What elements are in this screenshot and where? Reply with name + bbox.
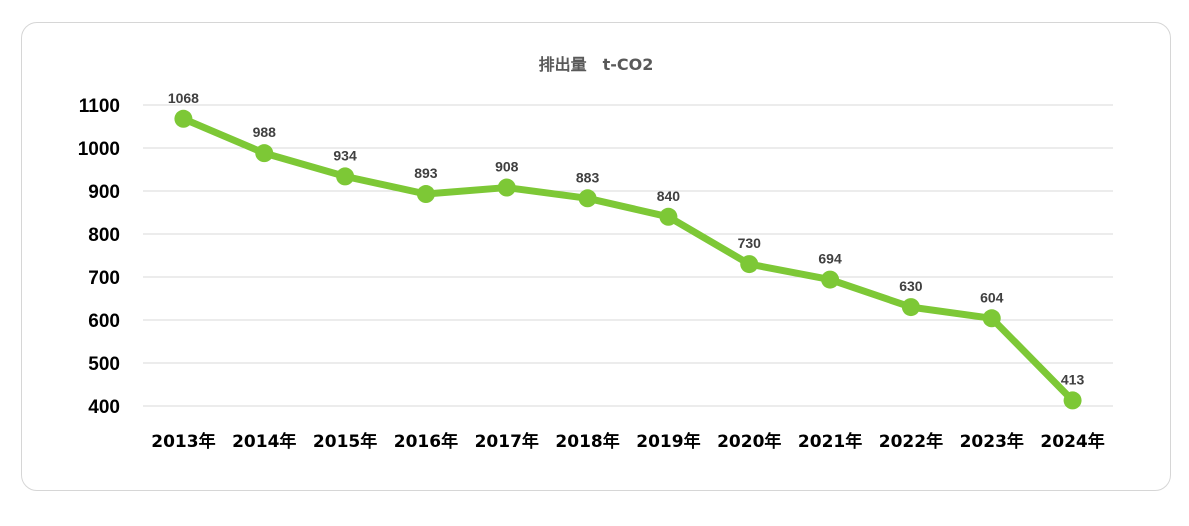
y-tick-label: 400 [88,397,120,418]
x-tick-label: 2024年 [1040,431,1104,452]
data-point [336,167,355,186]
y-tick-label: 900 [88,182,120,203]
data-label: 1068 [168,90,199,106]
data-point [821,270,840,289]
y-tick-label: 800 [88,225,120,246]
data-point [174,109,193,128]
data-point [659,207,678,226]
chart-title: 排出量 t-CO2 [539,55,654,74]
x-tick-label: 2021年 [798,431,862,452]
data-points [174,109,1082,410]
data-point [982,309,1001,328]
y-tick-label: 500 [88,354,120,375]
y-tick-label: 1000 [78,139,120,160]
data-point [1063,391,1082,410]
series-line [179,115,1077,404]
data-point [416,185,435,204]
x-tick-label: 2015年 [313,431,377,452]
x-tick-label: 2017年 [475,431,539,452]
data-point [497,178,516,197]
y-tick-label: 600 [88,311,120,332]
data-point [578,189,597,208]
x-tick-label: 2022年 [879,431,943,452]
data-labels: 1068 988 934 893 908 883 840 730 694 630 604 413 [168,90,1085,388]
y-tick-label: 1100 [79,96,120,117]
x-tick-label: 2023年 [960,431,1024,452]
data-label: 694 [818,251,842,267]
x-tick-label: 2013年 [151,431,215,452]
x-tick-label: 2020年 [717,431,781,452]
x-tick-label: 2019年 [636,431,700,452]
data-label: 840 [657,188,681,204]
data-point [255,144,274,163]
y-axis-ticks: 400 500 600 700 800 900 1000 1100 [78,96,120,418]
data-label: 630 [899,278,923,294]
data-label: 883 [576,169,600,185]
x-tick-label: 2016年 [394,431,458,452]
data-label: 604 [980,289,1004,305]
grid-lines [143,104,1113,407]
data-label: 988 [253,124,277,140]
x-tick-label: 2014年 [232,431,296,452]
data-label: 730 [738,235,762,251]
data-label: 413 [1061,371,1085,387]
data-label: 893 [414,165,438,181]
data-label: 908 [495,159,519,175]
series-line-path [179,115,1077,404]
x-tick-label: 2018年 [555,431,619,452]
data-point [740,255,759,274]
chart-card [21,22,1171,491]
data-point [901,298,920,317]
x-axis-ticks: 2013年 2014年 2015年 2016年 2017年 2018年 2019年 2020年… [151,431,1104,452]
data-label: 934 [333,147,357,163]
y-tick-label: 700 [88,268,120,289]
